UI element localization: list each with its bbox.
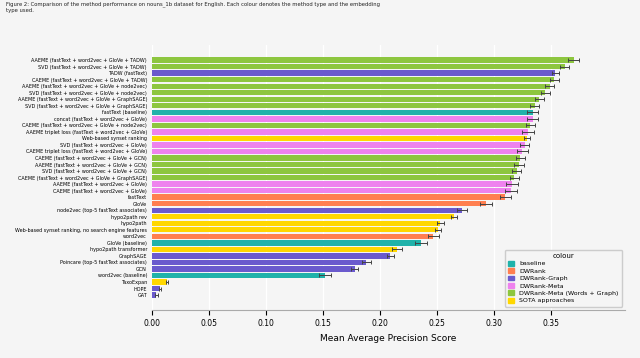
Bar: [152, 279, 166, 285]
Bar: [152, 201, 486, 206]
Bar: [152, 142, 525, 147]
Bar: [152, 286, 160, 291]
Bar: [152, 214, 454, 219]
Bar: [152, 103, 535, 108]
Bar: [152, 136, 527, 141]
Bar: [152, 188, 511, 193]
Bar: [152, 155, 520, 161]
Bar: [152, 247, 397, 252]
Bar: [152, 83, 550, 89]
Bar: [152, 208, 462, 213]
Bar: [152, 175, 515, 180]
X-axis label: Mean Average Precision Score: Mean Average Precision Score: [320, 334, 456, 343]
Bar: [152, 266, 355, 272]
Bar: [152, 227, 438, 232]
Bar: [152, 273, 325, 278]
Bar: [152, 234, 433, 239]
Bar: [152, 129, 528, 135]
Bar: [152, 194, 506, 200]
Bar: [152, 182, 512, 187]
Text: Figure 2: Comparison of the method performance on nouns_1b dataset for English. : Figure 2: Comparison of the method perfo…: [6, 2, 380, 13]
Bar: [152, 292, 156, 298]
Bar: [152, 97, 540, 102]
Bar: [152, 253, 390, 258]
Bar: [152, 240, 421, 246]
Bar: [152, 162, 519, 167]
Bar: [152, 64, 564, 69]
Bar: [152, 168, 516, 174]
Bar: [152, 90, 545, 96]
Bar: [152, 57, 573, 63]
Bar: [152, 221, 440, 226]
Bar: [152, 77, 554, 82]
Bar: [152, 71, 556, 76]
Legend: baseline, DWRank, DWRank-Graph, DWRank-Meta, DWRank-Meta (Words + Graph), SOTA a: baseline, DWRank, DWRank-Graph, DWRank-M…: [505, 250, 622, 306]
Bar: [152, 116, 532, 121]
Bar: [152, 110, 532, 115]
Bar: [152, 123, 531, 128]
Bar: [152, 260, 366, 265]
Bar: [152, 149, 522, 154]
